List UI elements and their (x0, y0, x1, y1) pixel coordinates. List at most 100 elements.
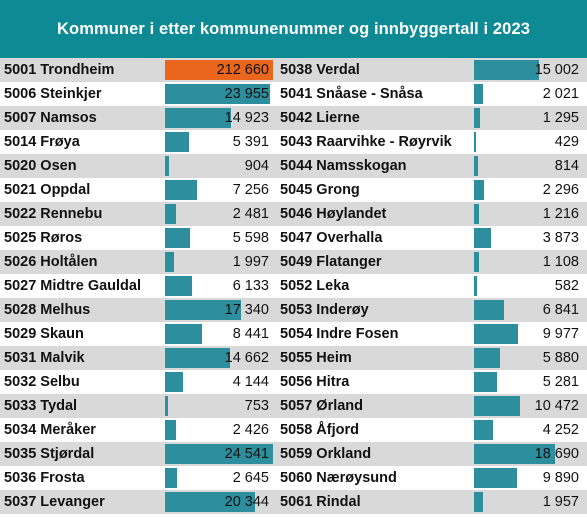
population-value: 4 144 (232, 374, 269, 390)
bar-table: 5001 Trondheim 212 660 5038 Verdal 15 002 50… (0, 58, 587, 517)
population-bar (474, 468, 517, 488)
table-row: 5029 Skaun 8 441 5054 Indre Fosen 9 977 (0, 322, 587, 346)
population-value: 2 645 (232, 470, 269, 486)
municipality-label: 5060 Nærøysund (280, 470, 397, 486)
municipality-label: 5046 Høylandet (280, 206, 387, 222)
chart-title: Kommuner i etter kommunenummer og innbyg… (57, 19, 530, 38)
municipality-label: 5058 Åfjord (280, 422, 359, 438)
table-row: 5020 Osen 904 5044 Namsskogan 814 (0, 154, 587, 178)
population-value: 24 541 (224, 446, 269, 462)
population-bar (165, 84, 270, 104)
municipality-label: 5054 Indre Fosen (280, 326, 399, 342)
municipality-label: 5027 Midtre Gauldal (4, 278, 141, 294)
municipality-label: 5041 Snåase - Snåsa (280, 86, 423, 102)
municipality-label: 5028 Melhus (4, 302, 91, 318)
population-value: 904 (244, 158, 269, 174)
population-bar (474, 396, 520, 416)
population-value: 9 977 (542, 326, 579, 342)
population-bar (165, 468, 177, 488)
population-value: 814 (554, 158, 579, 174)
population-bar (474, 348, 500, 368)
population-bar (474, 156, 478, 176)
municipality-label: 5032 Selbu (4, 374, 80, 390)
municipality-label: 5029 Skaun (4, 326, 84, 342)
population-value: 15 002 (534, 62, 579, 78)
table-row: 5025 Røros 5 598 5047 Overhalla 3 873 (0, 226, 587, 250)
municipality-label: 5001 Trondheim (4, 62, 115, 78)
population-value: 20 344 (224, 494, 269, 510)
municipality-label: 5045 Grong (280, 182, 360, 198)
municipality-label: 5014 Frøya (4, 134, 80, 150)
population-value: 1 108 (542, 254, 579, 270)
population-value: 5 391 (232, 134, 269, 150)
municipality-label: 5038 Verdal (280, 62, 360, 78)
population-bar (165, 324, 202, 344)
population-value: 6 133 (232, 278, 269, 294)
population-bar-highlight (165, 60, 273, 80)
municipality-label: 5035 Stjørdal (4, 446, 95, 462)
population-value: 23 955 (224, 86, 269, 102)
population-bar (165, 276, 192, 296)
table-row: 5022 Rennebu 2 481 5046 Høylandet 1 216 (0, 202, 587, 226)
population-bar (165, 108, 231, 128)
population-value: 2 426 (232, 422, 269, 438)
municipality-label: 5036 Frosta (4, 470, 85, 486)
population-value: 5 598 (232, 230, 269, 246)
population-value: 17 340 (224, 302, 269, 318)
population-value: 6 841 (542, 302, 579, 318)
municipality-label: 5056 Hitra (280, 374, 350, 390)
population-value: 753 (244, 398, 269, 414)
population-bar (165, 180, 197, 200)
population-value: 8 441 (232, 326, 269, 342)
municipality-label: 5033 Tydal (4, 398, 78, 414)
municipality-label: 5059 Orkland (280, 446, 372, 462)
table-row: 5001 Trondheim 212 660 5038 Verdal 15 002 (0, 58, 587, 82)
population-bar (474, 372, 497, 392)
table-row: 5021 Oppdal 7 256 5045 Grong 2 296 (0, 178, 587, 202)
population-value: 4 252 (542, 422, 579, 438)
population-bar (165, 204, 176, 224)
population-value: 582 (554, 278, 579, 294)
population-value: 14 662 (224, 350, 269, 366)
population-bar (165, 492, 255, 512)
population-bar (165, 396, 168, 416)
population-value: 1 997 (232, 254, 269, 270)
municipality-label: 5047 Overhalla (280, 230, 383, 246)
population-value: 14 923 (224, 110, 269, 126)
municipality-label: 5037 Levanger (4, 494, 105, 510)
table-row: 5033 Tydal 753 5057 Ørland 10 472 (0, 394, 587, 418)
population-bar (165, 228, 190, 248)
population-value: 5 281 (542, 374, 579, 390)
municipality-label: 5052 Leka (280, 278, 350, 294)
population-value: 429 (554, 134, 579, 150)
table-row: 5028 Melhus 17 340 5053 Inderøy 6 841 (0, 298, 587, 322)
population-value: 2 021 (542, 86, 579, 102)
population-bar (474, 228, 491, 248)
population-bar (474, 204, 479, 224)
table-row: 5037 Levanger 20 344 5061 Rindal 1 957 (0, 490, 587, 514)
municipality-label: 5022 Rennebu (4, 206, 103, 222)
population-value: 18 690 (534, 446, 579, 462)
municipality-label: 5053 Inderøy (280, 302, 369, 318)
population-bar (165, 252, 174, 272)
table-row: 5026 Holtålen 1 997 5049 Flatanger 1 108 (0, 250, 587, 274)
table-row: 5032 Selbu 4 144 5056 Hitra 5 281 (0, 370, 587, 394)
population-value: 5 880 (542, 350, 579, 366)
population-value: 2 481 (232, 206, 269, 222)
population-bar (165, 348, 230, 368)
population-bar (165, 300, 241, 320)
table-row: 5031 Malvik 14 662 5055 Heim 5 880 (0, 346, 587, 370)
table-row: 5007 Namsos 14 923 5042 Lierne 1 295 (0, 106, 587, 130)
population-value: 212 660 (216, 62, 269, 78)
municipality-label: 5043 Raarvihke - Røyrvik (280, 134, 452, 150)
population-value: 1 216 (542, 206, 579, 222)
table-row: 5034 Meråker 2 426 5058 Åfjord 4 252 (0, 418, 587, 442)
population-bar (165, 372, 183, 392)
population-bar (474, 84, 483, 104)
population-bar (474, 60, 539, 80)
population-value: 10 472 (534, 398, 579, 414)
table-row: 5027 Midtre Gauldal 6 133 5052 Leka 582 (0, 274, 587, 298)
population-value: 9 890 (542, 470, 579, 486)
chart-title-bar: Kommuner i etter kommunenummer og innbyg… (0, 0, 587, 58)
